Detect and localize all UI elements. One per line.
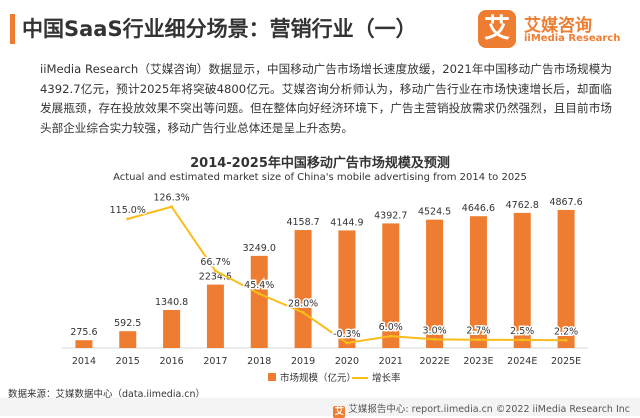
bar-2025E — [557, 209, 575, 348]
growth-rate-label: 45.4% — [244, 280, 274, 291]
bar-value-label: 4762.8 — [506, 200, 539, 211]
growth-rate-label: 2.7% — [466, 326, 490, 337]
growth-rate-point — [257, 292, 261, 296]
legend-bar-swatch — [268, 373, 276, 381]
bar-2018 — [250, 255, 268, 348]
footer: 艾艾媒报告中心: report.iimedia.cn ©2022 iiMedia… — [333, 401, 630, 418]
growth-rate-label: 2.2% — [554, 326, 578, 337]
page-title: 中国SaaS行业细分场景：营销行业（一） — [22, 17, 417, 41]
bar-2021 — [382, 223, 400, 348]
growth-rate-point — [213, 269, 217, 273]
bar-value-label: 2234.5 — [199, 272, 232, 283]
bar-2016 — [163, 309, 181, 348]
footer-text: 艾媒报告中心: report.iimedia.cn ©2022 iiMedia … — [348, 404, 630, 415]
x-tick-label: 2022E — [419, 356, 449, 367]
title-accent-bar — [10, 14, 15, 44]
chart-subtitle: Actual and estimated market size of Chin… — [113, 172, 527, 183]
growth-rate-label: 66.7% — [200, 257, 230, 268]
chart-title: 2014-2025年中国移动广告市场规模及预测 — [190, 156, 450, 171]
growth-rate-point — [433, 337, 437, 341]
bar-value-label: 4524.5 — [418, 207, 451, 218]
bar-2023E — [469, 216, 487, 348]
logo-mark-icon: 艾 — [478, 10, 516, 48]
bar-2020 — [338, 230, 356, 348]
data-source: 数据来源：艾媒数据中心（data.iimedia.cn） — [8, 389, 206, 400]
legend-line-label: 增长率 — [372, 372, 401, 384]
bar-value-label: 4392.7 — [374, 210, 407, 221]
x-tick-label: 2018 — [247, 356, 271, 367]
x-tick-label: 2015 — [116, 356, 140, 367]
growth-rate-point — [345, 341, 349, 345]
growth-rate-point — [301, 310, 305, 314]
footer-bar — [0, 398, 640, 416]
bar-value-label: 4144.9 — [330, 217, 363, 228]
x-tick-label: 2014 — [72, 356, 96, 367]
x-tick-label: 2021 — [379, 356, 403, 367]
growth-rate-point — [564, 338, 568, 342]
growth-rate-point — [126, 217, 130, 221]
growth-rate-label: -0.3% — [333, 329, 361, 340]
intro-paragraph: iiMedia Research（艾媒咨询）数据显示，中国移动广告市场增长速度放… — [40, 62, 612, 135]
logo-name-cn: 艾媒咨询 — [524, 16, 592, 36]
x-tick-label: 2017 — [203, 356, 227, 367]
bar-2022E — [426, 219, 444, 348]
x-tick-label: 2024E — [507, 356, 537, 367]
x-tick-label: 2016 — [159, 356, 183, 367]
growth-rate-point — [476, 338, 480, 342]
footer-logo-icon: 艾 — [333, 406, 346, 418]
growth-rate-label: 2.5% — [510, 326, 534, 337]
growth-rate-label: 115.0% — [110, 205, 146, 216]
growth-rate-label: 6.0% — [379, 322, 403, 333]
x-tick-label: 2020 — [335, 356, 359, 367]
logo-name-en: iiMedia Research — [524, 33, 621, 44]
growth-rate-label: 3.0% — [423, 325, 447, 336]
bar-2014 — [75, 340, 93, 348]
growth-rate-label: 28.0% — [288, 298, 318, 309]
growth-rate-label: 126.3% — [153, 193, 189, 204]
bar-value-label: 592.5 — [114, 318, 141, 329]
bar-2019 — [294, 230, 312, 348]
growth-rate-point — [389, 334, 393, 338]
growth-rate-point — [170, 205, 174, 209]
bar-value-label: 4646.6 — [462, 203, 495, 214]
bar-2017 — [206, 284, 224, 348]
iimedia-logo: 艾 艾媒咨询 iiMedia Research — [478, 10, 634, 48]
x-tick-label: 2023E — [463, 356, 493, 367]
bar-value-label: 3249.0 — [243, 243, 276, 254]
legend-bar-label: 市场规模（亿元） — [280, 372, 356, 384]
bar-value-label: 4867.6 — [549, 197, 582, 208]
growth-rate-point — [520, 338, 524, 342]
bar-value-label: 1340.8 — [155, 297, 188, 308]
bar-2024E — [513, 212, 531, 348]
bar-2015 — [119, 331, 137, 348]
x-tick-label: 2025E — [551, 356, 581, 367]
x-tick-label: 2019 — [291, 356, 315, 367]
bar-value-label: 275.6 — [70, 327, 97, 338]
bar-value-label: 4158.7 — [286, 217, 319, 228]
